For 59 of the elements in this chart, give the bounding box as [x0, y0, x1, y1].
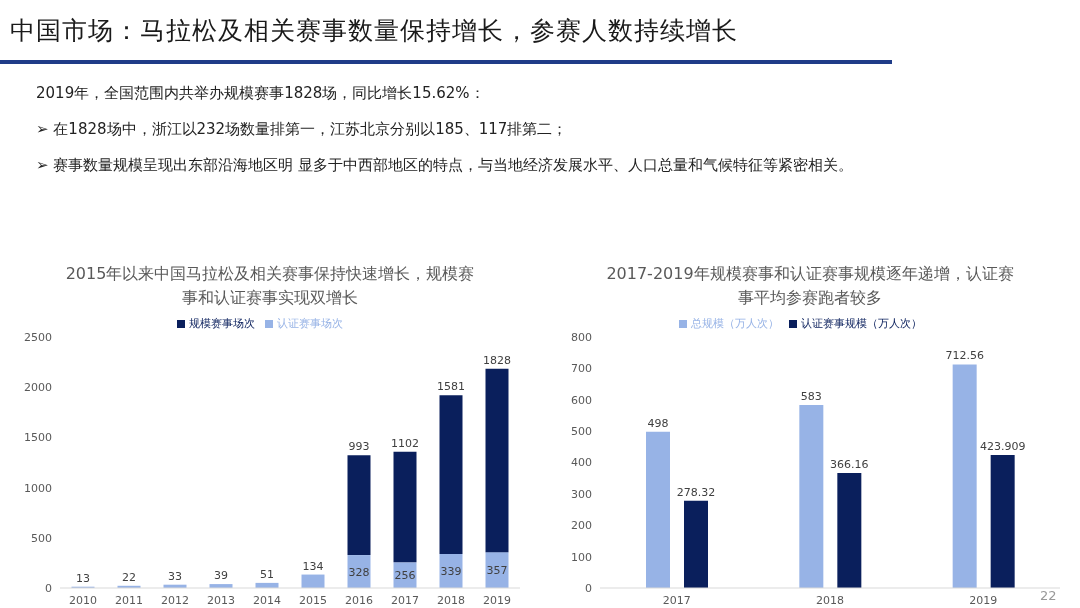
- text: ➢ 赛事数量规模呈现出东部沿海地区明 显多于中西部地区的特点，与当地经济发展水平、人口总量和气候特征等紧密相关。: [36, 156, 854, 175]
- y-tick-label: 2000: [24, 381, 52, 395]
- data-label: 357: [486, 564, 508, 578]
- legend-label: 总规模（万人次）: [690, 317, 779, 330]
- y-tick-label: 0: [585, 581, 592, 595]
- data-label: 993: [348, 440, 370, 454]
- legend-label: 认证赛事规模（万人次）: [800, 317, 922, 330]
- x-tick-label: 2011: [115, 593, 143, 607]
- data-label: 583: [800, 390, 822, 404]
- data-label: 1828: [483, 353, 511, 367]
- y-tick-label: 1500: [24, 431, 52, 445]
- data-label: 13: [76, 571, 90, 585]
- data-label: 33: [168, 569, 182, 583]
- x-tick-label: 2015: [299, 593, 327, 607]
- y-tick-label: 800: [571, 330, 592, 344]
- y-tick-label: 100: [571, 550, 592, 564]
- text: ➢ 在1828场中，浙江以232场数量排第一，江苏北京分别以185、117排第二；: [36, 120, 568, 139]
- y-tick-label: 1000: [24, 481, 52, 495]
- data-label: 278.32: [676, 485, 716, 499]
- x-tick-label: 2016: [345, 593, 373, 607]
- data-label: 1581: [437, 380, 465, 394]
- data-label: 498: [647, 416, 669, 430]
- text: 中国市场：马拉松及相关赛事数量保持增长，参赛人数持续增长: [10, 15, 738, 47]
- x-tick-label: 2019: [969, 593, 998, 607]
- x-tick-label: 2014: [253, 593, 281, 607]
- text: 2019年，全国范围内共举办规模赛事1828场，同比增长15.62%：: [36, 84, 485, 103]
- x-tick-label: 2012: [161, 593, 189, 607]
- chart-title: 2015年以来中国马拉松及相关赛事保持快速增长，规模赛事和认证赛事实现双增长: [64, 263, 476, 309]
- y-tick-label: 400: [571, 456, 592, 470]
- data-label: 256: [394, 569, 416, 583]
- data-label: 134: [302, 559, 324, 573]
- x-tick-label: 2010: [69, 593, 97, 607]
- data-label: 423.909: [979, 440, 1026, 453]
- annotation: 22: [1040, 588, 1057, 603]
- data-label: 39: [214, 569, 228, 583]
- y-tick-label: 300: [571, 487, 592, 501]
- data-label: 51: [260, 567, 274, 581]
- data-label: 339: [440, 564, 462, 578]
- legend-label: 规模赛事场次: [189, 317, 255, 330]
- data-label: 22: [122, 570, 136, 584]
- x-tick-label: 2017: [391, 593, 419, 607]
- x-tick-label: 2018: [816, 593, 844, 607]
- x-tick-label: 2017: [662, 593, 691, 607]
- data-label: 366.16: [830, 458, 869, 472]
- y-tick-label: 500: [571, 425, 592, 439]
- data-label: 1102: [391, 436, 419, 450]
- y-tick-label: 600: [571, 393, 592, 407]
- y-tick-label: 2500: [24, 330, 52, 344]
- y-tick-label: 700: [571, 362, 592, 376]
- y-tick-label: 0: [45, 581, 52, 595]
- y-tick-label: 500: [31, 531, 52, 545]
- data-label: 712.56: [945, 349, 984, 363]
- chart-title: 2017-2019年规模赛事和认证赛事规模逐年递增，认证赛事平均参赛跑者较多: [605, 263, 1015, 309]
- x-tick-label: 2013: [207, 593, 235, 607]
- x-tick-label: 2019: [483, 593, 511, 607]
- data-label: 328: [348, 565, 370, 579]
- x-tick-label: 2018: [437, 593, 465, 607]
- y-tick-label: 200: [571, 519, 592, 533]
- legend-label: 认证赛事场次: [277, 317, 343, 330]
